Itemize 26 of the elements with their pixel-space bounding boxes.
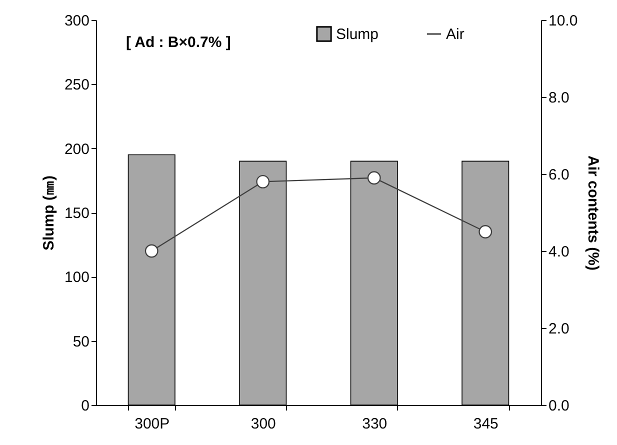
y-axis-title: Slump (㎜): [40, 176, 58, 250]
point: [367, 171, 381, 185]
point: [144, 244, 158, 258]
y-tick-label: 300: [64, 12, 90, 30]
legend-label: Air: [446, 26, 464, 43]
y2-tick-label: 8.0: [548, 90, 570, 106]
y-tick-label: 150: [64, 205, 90, 222]
x-tick-label: 300: [250, 416, 276, 432]
y2-tick-label: 4.0: [548, 244, 570, 260]
x-tick-label: 300P: [134, 416, 170, 432]
y2-tick-label: 10.0: [548, 12, 578, 30]
y-tick-label: 200: [64, 140, 90, 158]
y-tick-label: 0: [81, 398, 90, 414]
y-tick-label: 100: [64, 269, 90, 286]
legend-label: Slump: [336, 26, 379, 43]
x-tick-label: 330: [362, 416, 388, 432]
y-tick-label: 250: [64, 76, 90, 94]
x-tick-label: 345: [473, 416, 498, 432]
point: [478, 225, 492, 238]
point: [256, 174, 270, 188]
y2-tick-label: 2.0: [548, 320, 570, 338]
y-tick-label: 50: [72, 333, 90, 350]
y2-axis-title: Air contents (%): [584, 155, 602, 271]
y2-tick-label: 0.0: [548, 398, 570, 414]
annotation: [ Ad : B×0.7% ]: [126, 34, 231, 51]
y2-tick-label: 6.0: [548, 166, 570, 184]
